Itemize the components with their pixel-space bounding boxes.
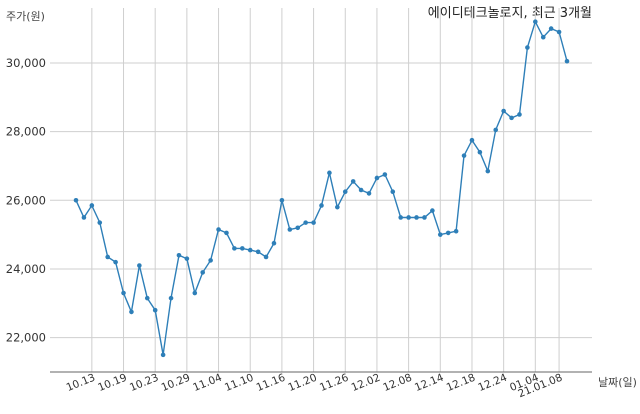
- data-point: [240, 246, 245, 251]
- y-tick-labels: 22,000 24,000 26,000 28,000 30,000: [6, 56, 46, 345]
- data-point: [406, 215, 411, 220]
- data-point: [517, 112, 522, 117]
- data-point: [176, 252, 182, 258]
- data-point: [366, 191, 372, 196]
- data-point: [152, 307, 158, 313]
- data-point: [144, 295, 150, 301]
- data-point: [556, 29, 562, 35]
- data-point: [287, 227, 293, 232]
- y-axis-label: 주가(원): [6, 10, 45, 23]
- data-point: [540, 34, 546, 40]
- data-point: [311, 220, 316, 225]
- x-tick-label: 12.24: [476, 372, 509, 395]
- data-point: [342, 189, 348, 195]
- data-point: [430, 208, 435, 213]
- x-tick-label: 11.04: [191, 372, 224, 395]
- data-point: [525, 45, 530, 50]
- data-point: [437, 232, 443, 237]
- data-point: [319, 203, 324, 208]
- x-tick-label: 12.14: [413, 372, 446, 395]
- data-point: [247, 247, 253, 253]
- data-point: [303, 220, 308, 225]
- data-point: [73, 198, 79, 203]
- data-point: [358, 187, 364, 193]
- y-tick-label: 28,000: [6, 125, 46, 139]
- y-tick-label: 24,000: [6, 262, 46, 276]
- x-tick-label: 11.26: [318, 372, 351, 395]
- data-point: [81, 215, 87, 220]
- y-tick-label: 26,000: [6, 193, 46, 207]
- data-point: [232, 246, 237, 251]
- data-point: [485, 168, 491, 174]
- data-point: [335, 204, 340, 210]
- data-point: [453, 228, 459, 234]
- vertical-gridlines: [91, 8, 560, 372]
- data-point: [216, 227, 221, 232]
- x-tick-label: 12.18: [445, 372, 477, 394]
- price-points: [73, 19, 570, 358]
- price-line: [75, 19, 568, 355]
- x-axis-label: 날짜(일): [598, 375, 637, 389]
- data-point: [105, 254, 110, 260]
- x-tick-label: 11.10: [223, 372, 255, 394]
- x-tick-labels: 10.13 10.19 10.23 10.29 11.04 11.10 11.16 11.20…: [65, 372, 565, 401]
- data-point: [493, 127, 499, 133]
- data-point: [414, 215, 419, 220]
- data-point: [350, 179, 356, 184]
- x-tick-label: 10.19: [96, 372, 128, 394]
- data-point: [327, 170, 332, 176]
- data-point: [461, 153, 467, 158]
- data-point: [192, 290, 198, 296]
- data-point: [279, 198, 285, 203]
- data-point: [477, 149, 483, 155]
- data-point: [168, 295, 174, 301]
- x-tick-label: 10.23: [128, 372, 160, 394]
- data-point: [137, 263, 142, 268]
- x-tick-label: 11.20: [286, 372, 318, 394]
- data-point: [398, 215, 403, 220]
- data-point: [113, 259, 118, 265]
- data-point: [200, 270, 206, 275]
- data-point: [255, 249, 261, 255]
- data-point: [374, 175, 380, 181]
- y-tick-label: 30,000: [6, 56, 46, 70]
- data-point: [422, 215, 427, 220]
- data-point: [501, 108, 506, 114]
- data-point: [97, 220, 103, 225]
- data-point: [295, 225, 301, 231]
- data-point: [445, 230, 451, 236]
- data-point: [548, 26, 554, 31]
- chart-title: 에이디테크놀로지, 최근 3개월: [428, 6, 592, 21]
- y-tick-label: 22,000: [6, 331, 46, 345]
- horizontal-gridlines: [50, 62, 592, 339]
- x-tick-label: 12.02: [350, 372, 382, 394]
- data-point: [390, 189, 396, 195]
- data-point: [382, 172, 388, 177]
- data-point: [89, 203, 95, 208]
- data-point: [564, 58, 570, 64]
- data-point: [533, 19, 538, 25]
- data-point: [271, 240, 277, 246]
- x-tick-label: 11.16: [255, 372, 288, 395]
- data-point: [224, 230, 229, 236]
- data-point: [129, 309, 134, 315]
- data-point: [184, 256, 190, 261]
- x-tick-label: 10.29: [160, 372, 192, 394]
- data-point: [509, 115, 514, 121]
- data-point: [160, 352, 166, 358]
- data-point: [469, 137, 475, 143]
- data-point: [121, 290, 126, 296]
- data-point: [263, 254, 269, 260]
- x-tick-label: 12.08: [381, 372, 413, 394]
- data-point: [208, 258, 213, 263]
- x-tick-label: 10.13: [65, 372, 97, 394]
